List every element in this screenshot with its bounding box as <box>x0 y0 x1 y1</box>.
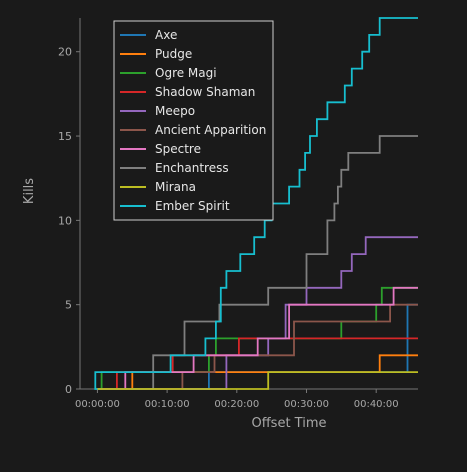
series-line-ember-spirit <box>94 17 418 390</box>
y-axis-label: Kills <box>22 178 37 204</box>
y-tick-label: 0 <box>65 383 72 396</box>
legend-label-axe: Axe <box>155 28 177 42</box>
legend-label-ogre-magi: Ogre Magi <box>155 66 217 80</box>
series-layer <box>94 17 418 390</box>
series-line-spectre <box>97 286 418 390</box>
x-axis-label: Offset Time <box>251 416 326 431</box>
series-line-ancient-apparition <box>97 303 418 390</box>
x-tick-label: 00:10:00 <box>145 399 190 410</box>
x-tick-label: 00:40:00 <box>354 399 399 410</box>
legend-label-ancient-apparition: Ancient Apparition <box>155 123 266 137</box>
legend-label-enchantress: Enchantress <box>155 161 229 175</box>
x-tick-label: 00:30:00 <box>284 399 329 410</box>
legend-label-shadow-shaman: Shadow Shaman <box>155 85 255 99</box>
legend-label-pudge: Pudge <box>155 47 192 61</box>
legend-label-ember-spirit: Ember Spirit <box>155 199 230 213</box>
y-tick-label: 10 <box>58 214 72 227</box>
legend-label-mirana: Mirana <box>155 180 196 194</box>
legend-label-meepo: Meepo <box>155 104 195 118</box>
y-tick-label: 5 <box>65 299 72 312</box>
x-tick-label: 00:20:00 <box>214 399 259 410</box>
legend-label-spectre: Spectre <box>155 142 201 156</box>
series-line-mirana <box>97 371 418 390</box>
y-tick-label: 20 <box>58 46 72 59</box>
series-line-enchantress <box>97 135 418 390</box>
y-tick-label: 15 <box>58 130 72 143</box>
legend: Axe Pudge Ogre Magi Shadow Shaman Meepo Ancie… <box>113 20 274 221</box>
x-tick-label: 00:00:00 <box>75 399 120 410</box>
